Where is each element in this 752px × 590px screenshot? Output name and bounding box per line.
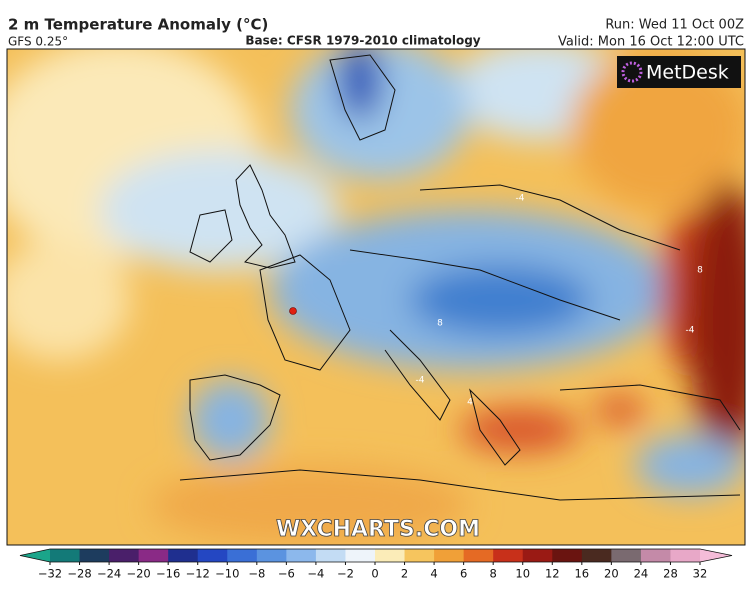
- contour-label: 4: [467, 398, 473, 408]
- colorbar-swatch: [434, 549, 465, 562]
- logo-box: [617, 56, 741, 88]
- colorbar-tick-label: −16: [156, 567, 180, 581]
- title: 2 m Temperature Anomaly (°C): [8, 16, 268, 34]
- colorbar-tick-label: −12: [186, 567, 210, 581]
- colorbar-tick-label: −20: [126, 567, 150, 581]
- colorbar-tick-label: −10: [215, 567, 239, 581]
- colorbar-swatch: [315, 549, 346, 562]
- logo: MetDesk: [646, 62, 729, 84]
- colorbar-swatch: [168, 549, 199, 562]
- colorbar-tick-label: −28: [67, 567, 91, 581]
- colorbar-swatch: [286, 549, 317, 562]
- model: GFS 0.25°: [8, 35, 68, 49]
- colorbar-swatch: [345, 549, 376, 562]
- colorbar-swatch: [138, 549, 169, 562]
- colorbar-swatch: [79, 549, 110, 562]
- colorbar-tick-label: −8: [248, 567, 265, 581]
- contour-label: -4: [686, 326, 695, 336]
- location-marker: [289, 307, 297, 315]
- colorbar-tick-label: 32: [693, 567, 708, 581]
- colorbar-swatch: [256, 549, 287, 562]
- contour-label: 8: [437, 319, 443, 329]
- colorbar-swatch: [404, 549, 435, 562]
- colorbar-tick-label: −24: [97, 567, 121, 581]
- colorbar-tick-label: 24: [634, 567, 649, 581]
- valid: Valid: Mon 16 Oct 12:00 UTC: [558, 35, 744, 50]
- colorbar-tick-label: 2: [401, 567, 408, 581]
- colorbar-swatch: [50, 549, 81, 562]
- contour-labels: -4 -4 8 4 -4 8: [416, 194, 704, 408]
- colorbar-extend: [20, 549, 50, 562]
- colorbar-tick-label: 10: [515, 567, 530, 581]
- colorbar-tick-label: 12: [545, 567, 560, 581]
- colorbar-tick-label: 0: [371, 567, 378, 581]
- colorbar-swatch: [227, 549, 258, 562]
- contour-label: -4: [416, 376, 425, 386]
- colorbar-swatch: [109, 549, 140, 562]
- contour-label: 8: [697, 266, 703, 276]
- run: Run: Wed 11 Oct 00Z: [605, 18, 744, 33]
- colorbar-tick-label: −6: [278, 567, 295, 581]
- colorbar-swatch: [197, 549, 228, 562]
- colorbar: −32 −28 −24 −20 −16 −12 −10 −8 −6 −4 −2 0 2 4 6 8 10 12 16…: [19, 548, 733, 581]
- colorbar-swatch: [375, 549, 406, 562]
- colorbar-swatch: [552, 549, 583, 562]
- colorbar-swatch: [493, 549, 524, 562]
- colorbar-swatch: [670, 549, 701, 562]
- colorbar-extend: [700, 549, 732, 562]
- colorbar-tick-label: 28: [663, 567, 678, 581]
- coastlines: [179, 54, 741, 501]
- logo-icon: [621, 61, 643, 83]
- colorbar-tick-label: −32: [38, 567, 62, 581]
- colorbar-swatch: [640, 549, 671, 562]
- colorbar-swatch: [581, 549, 612, 562]
- map: -4 -4 8 4 -4 8 WXCHARTS.COM: [7, 49, 745, 545]
- colorbar-tick-label: 20: [604, 567, 619, 581]
- colorbar-swatch: [611, 549, 642, 562]
- colorbar-tick-label: 16: [574, 567, 589, 581]
- colorbar-tick-label: −2: [337, 567, 354, 581]
- base: Base: CFSR 1979-2010 climatology: [245, 34, 480, 48]
- watermark: WXCHARTS.COM: [276, 517, 480, 542]
- colorbar-tick-label: −4: [307, 567, 324, 581]
- anomaly-field: [7, 49, 745, 545]
- colorbar-swatch: [522, 549, 553, 562]
- colorbar-swatch: [463, 549, 494, 562]
- colorbar-tick-label: 6: [460, 567, 467, 581]
- map-frame: [6, 48, 746, 546]
- colorbar-tick-label: 4: [430, 567, 437, 581]
- colorbar-tick-label: 8: [490, 567, 497, 581]
- contour-label: -4: [516, 194, 525, 204]
